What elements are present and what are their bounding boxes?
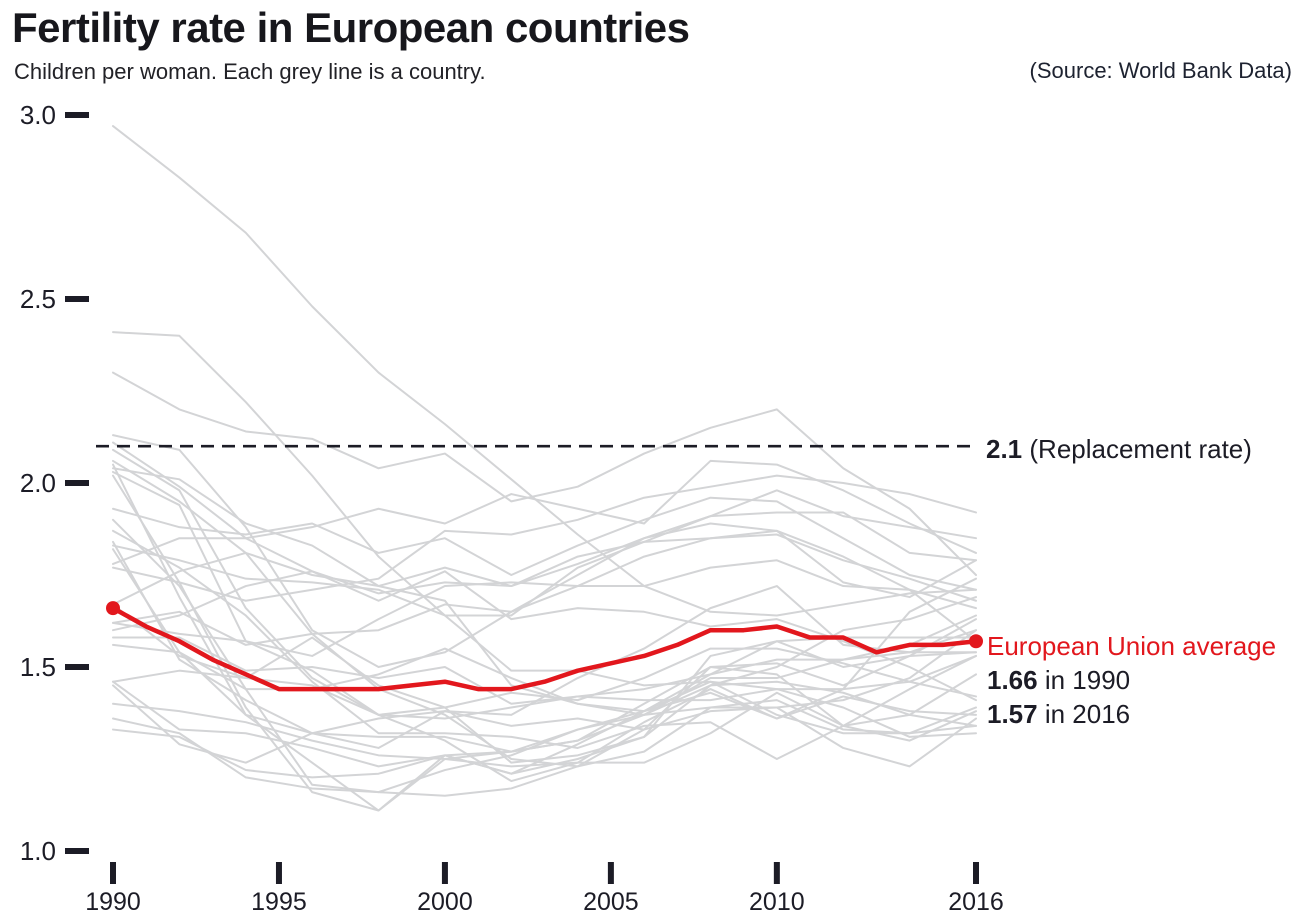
replacement-rate-label: (Replacement rate): [1022, 434, 1252, 464]
y-axis-tick-label: 2.0: [20, 468, 56, 498]
x-axis-tick-label: 2010: [749, 888, 805, 916]
x-axis-tick: [607, 862, 614, 884]
country-line: [112, 467, 977, 720]
y-axis-tick: [65, 112, 89, 118]
country-line: [112, 459, 977, 768]
x-axis-tick: [441, 862, 448, 884]
x-axis-tick-label: 1995: [251, 888, 307, 916]
replacement-rate-value: 2.1: [986, 434, 1023, 464]
country-line: [112, 371, 977, 576]
country-line: [112, 474, 977, 812]
y-axis-tick: [65, 480, 89, 486]
x-axis-tick-label: 2005: [583, 888, 639, 916]
eu-average-2016-value: 1.57: [987, 699, 1038, 729]
country-line: [112, 643, 977, 768]
x-axis-tick-label: 2000: [417, 888, 473, 916]
x-axis-tick: [275, 862, 282, 884]
y-axis-tick-label: 3.0: [20, 100, 56, 130]
country-line: [112, 496, 977, 591]
country-line: [112, 331, 977, 738]
y-axis-tick-label: 2.5: [20, 284, 56, 314]
country-line: [112, 533, 977, 646]
country-line: [112, 680, 977, 779]
country-line: [112, 603, 977, 709]
eu-average-1990-annotation: 1.66 in 1990: [987, 667, 1130, 693]
country-line: [112, 529, 977, 643]
eu-average-label: European Union average: [987, 631, 1277, 661]
eu-average-1990-value: 1.66: [987, 665, 1038, 695]
page-title: Fertility rate in European countries: [12, 4, 690, 51]
eu-average-2016-annotation: 1.57 in 2016: [987, 701, 1130, 727]
chart-subtitle: Children per woman. Each grey line is a …: [14, 59, 486, 84]
country-line: [112, 522, 977, 606]
y-axis-tick: [65, 848, 89, 854]
country-line: [112, 474, 977, 602]
replacement-rate-annotation: 2.1 (Replacement rate): [986, 436, 1252, 462]
y-axis-tick: [65, 296, 89, 302]
country-line: [112, 636, 977, 705]
eu-average-1990-suffix: in 1990: [1037, 665, 1131, 695]
y-axis-tick-label: 1.0: [20, 836, 56, 866]
x-axis-tick: [773, 862, 780, 884]
eu-average-line: [110, 605, 979, 692]
country-line: [112, 448, 977, 783]
y-axis-tick-label: 1.5: [20, 652, 56, 682]
country-line: [112, 511, 977, 617]
country-line: [112, 540, 977, 753]
x-axis-tick-label: 2016: [948, 888, 1004, 916]
x-axis-tick: [973, 862, 979, 884]
country-line: [112, 441, 977, 554]
country-line: [112, 629, 977, 764]
eu-average-start-dot: [106, 601, 120, 616]
y-axis-tick: [65, 664, 89, 670]
eu-average-end-dot: [969, 634, 983, 649]
source-note: (Source: World Bank Data): [1029, 58, 1292, 83]
x-axis-tick-label: 1990: [85, 888, 141, 916]
eu-average-2016-suffix: in 2016: [1037, 699, 1131, 729]
country-line: [112, 529, 977, 760]
x-axis-tick: [110, 862, 116, 884]
country-line: [112, 125, 977, 617]
